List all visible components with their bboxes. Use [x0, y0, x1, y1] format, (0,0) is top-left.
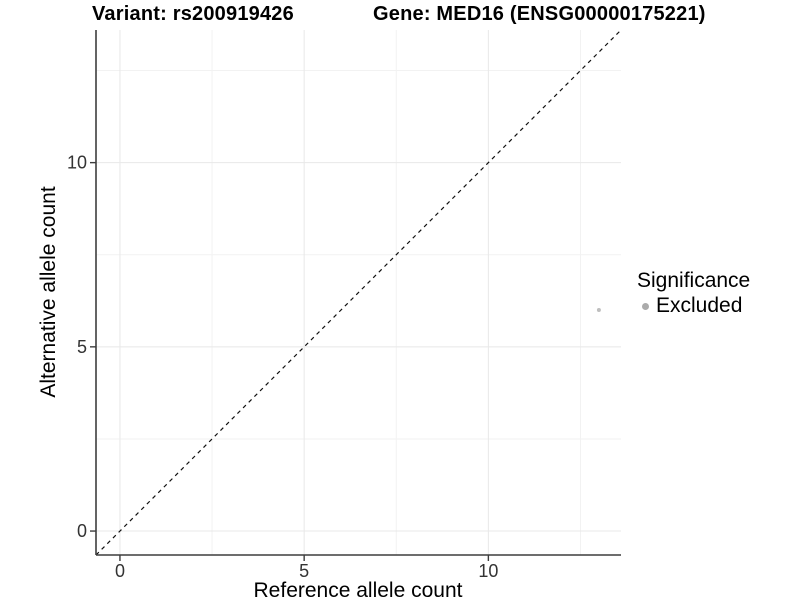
x-tick-label: 0	[115, 561, 125, 581]
x-tick-label: 10	[478, 561, 498, 581]
data-points	[596, 308, 601, 312]
identity-line	[95, 29, 622, 556]
major-gridlines	[96, 30, 621, 555]
y-tick-label: 0	[77, 521, 87, 541]
legend-item-excluded: Excluded	[637, 294, 750, 318]
plot-title-variant: Variant: rs200919426	[92, 3, 294, 25]
legend: Significance Excluded	[637, 269, 751, 318]
legend-item-label: Excluded	[656, 294, 743, 318]
tick-marks	[90, 161, 490, 561]
legend-point-icon	[642, 302, 649, 310]
axis-lines	[95, 30, 621, 556]
legend-key	[637, 298, 654, 315]
y-tick-label: 10	[67, 153, 87, 173]
data-point	[596, 308, 601, 312]
legend-title: Significance	[637, 269, 751, 292]
y-axis-title: Alternative allele count	[37, 186, 60, 397]
x-tick-label: 5	[299, 561, 309, 581]
plot-title-gene: Gene: MED16 (ENSG00000175221)	[373, 3, 706, 25]
x-axis-title: Reference allele count	[254, 579, 463, 600]
x-tick-labels: 0 5 10	[115, 561, 498, 581]
y-tick-labels: 0 5 10	[67, 153, 87, 541]
minor-gridlines	[96, 30, 621, 555]
y-tick-label: 5	[77, 337, 87, 357]
